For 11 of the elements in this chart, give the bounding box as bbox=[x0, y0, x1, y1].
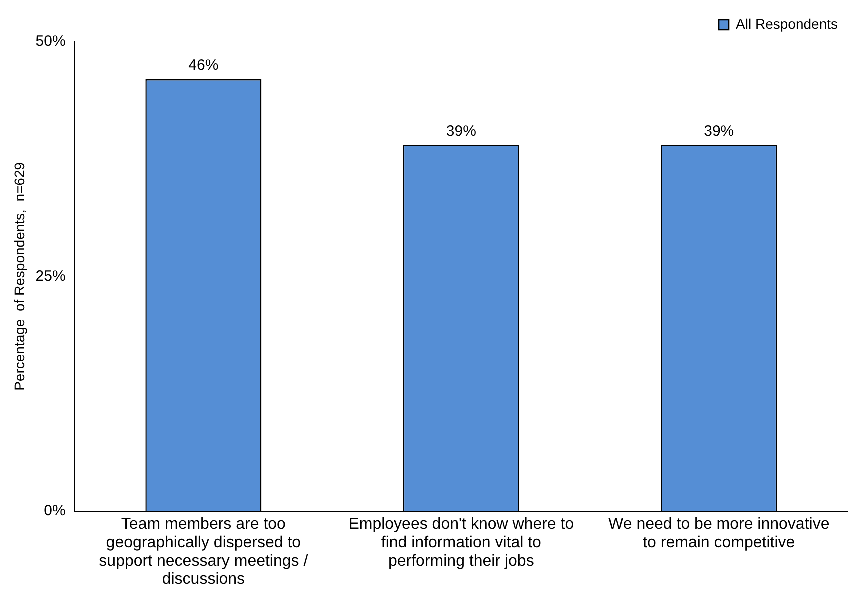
x-tick-label: We need to be more innovative to remain competitive bbox=[608, 516, 830, 552]
legend-label: All Respondents bbox=[736, 16, 838, 32]
y-axis-title: Percentage of Respondents, n=629 bbox=[11, 162, 28, 391]
data-label: 46% bbox=[188, 57, 219, 74]
data-label: 39% bbox=[446, 122, 476, 140]
x-tick-label: Team members are too geographically dispersed to support necessary meetings / discussions bbox=[99, 516, 309, 588]
y-tick-label: 50% bbox=[36, 33, 66, 50]
data-label: 39% bbox=[704, 122, 734, 140]
y-tick-label: 25% bbox=[36, 268, 66, 285]
x-tick-label: Employees don't know where to find information vital to performing their jobs bbox=[348, 516, 574, 570]
y-tick-label: 0% bbox=[44, 502, 66, 520]
